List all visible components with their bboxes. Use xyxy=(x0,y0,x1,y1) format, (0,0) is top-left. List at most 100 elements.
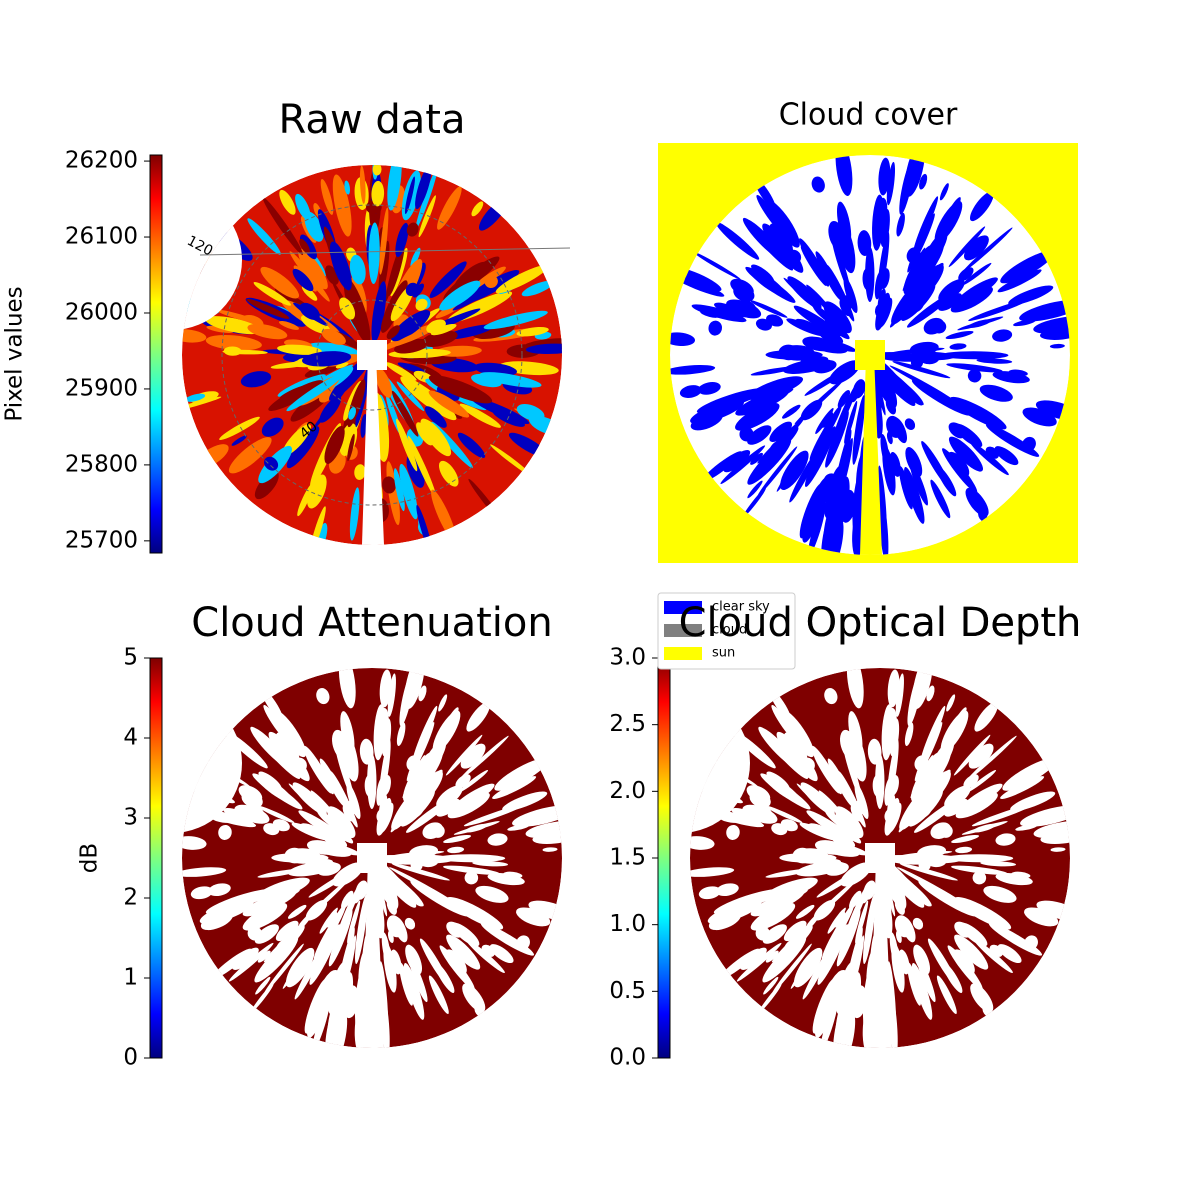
texture xyxy=(853,800,867,815)
texture xyxy=(780,709,815,758)
texture xyxy=(995,833,1016,846)
colorbar-tick-label: 4 xyxy=(123,725,138,751)
texture xyxy=(321,328,346,345)
texture xyxy=(275,920,299,942)
texture xyxy=(1022,407,1057,427)
panel-title: Cloud Attenuation xyxy=(191,600,552,646)
texture xyxy=(1050,847,1066,852)
texture xyxy=(328,823,354,844)
texture xyxy=(292,268,314,292)
texture xyxy=(1033,315,1070,334)
texture xyxy=(228,942,274,982)
texture xyxy=(776,454,803,492)
panel: Cloud cover xyxy=(658,98,1078,563)
texture xyxy=(839,464,847,490)
texture xyxy=(437,186,462,230)
texture xyxy=(222,349,268,355)
texture xyxy=(404,917,416,930)
texture xyxy=(241,790,263,808)
texture xyxy=(492,776,537,799)
texture xyxy=(444,949,467,975)
legend-label: clear sky xyxy=(712,600,770,615)
texture xyxy=(862,268,872,291)
texture xyxy=(354,464,366,480)
colorbar-tick-label: 5 xyxy=(123,645,138,671)
texture xyxy=(861,884,872,904)
texture xyxy=(328,909,353,967)
texture xyxy=(1035,400,1070,421)
texture xyxy=(268,380,324,411)
texture xyxy=(385,362,417,381)
colorbar-tick-label: 2 xyxy=(123,885,138,911)
texture xyxy=(272,709,307,758)
texture xyxy=(765,950,779,963)
texture xyxy=(388,243,405,297)
texture xyxy=(432,710,461,753)
texture xyxy=(443,834,472,844)
texture xyxy=(766,200,800,248)
texture xyxy=(457,432,486,459)
texture xyxy=(841,294,856,309)
texture xyxy=(325,994,344,1048)
texture xyxy=(783,277,832,321)
texture xyxy=(185,393,206,402)
texture xyxy=(840,729,858,760)
texture xyxy=(387,165,402,211)
texture xyxy=(721,227,757,258)
texture xyxy=(811,745,842,795)
texture xyxy=(410,859,423,872)
colorbar-tick-label: 3.0 xyxy=(609,645,646,671)
texture xyxy=(983,885,1017,903)
texture xyxy=(386,325,400,340)
texture xyxy=(919,173,928,190)
texture xyxy=(319,758,342,799)
texture xyxy=(398,811,412,825)
texture xyxy=(783,889,808,902)
texture xyxy=(833,911,846,928)
texture xyxy=(1024,907,1059,927)
texture xyxy=(905,447,923,477)
texture xyxy=(318,385,338,403)
texture xyxy=(690,867,735,877)
texture xyxy=(487,872,525,886)
texture xyxy=(502,791,548,811)
texture xyxy=(372,165,382,176)
texture xyxy=(918,859,931,872)
image xyxy=(182,165,562,545)
texture xyxy=(254,924,279,944)
texture xyxy=(985,424,1040,457)
texture xyxy=(815,251,838,292)
colorbar-tick-label: 26100 xyxy=(65,224,138,250)
texture xyxy=(863,894,876,965)
texture xyxy=(286,372,346,412)
texture xyxy=(954,934,989,970)
texture xyxy=(428,390,470,418)
texture xyxy=(382,476,396,494)
image xyxy=(182,668,562,1048)
texture xyxy=(447,792,490,819)
colorbar-tick-label: 26200 xyxy=(65,148,138,174)
texture xyxy=(884,797,900,836)
texture xyxy=(325,911,338,928)
texture xyxy=(913,196,939,253)
texture xyxy=(490,444,534,477)
texture xyxy=(345,800,359,815)
texture xyxy=(779,345,816,361)
texture xyxy=(379,961,389,1033)
texture xyxy=(939,351,1009,360)
texture xyxy=(898,306,911,320)
texture xyxy=(802,336,833,352)
texture xyxy=(205,335,262,351)
texture xyxy=(904,466,925,524)
texture xyxy=(670,332,696,347)
texture xyxy=(840,862,872,887)
texture xyxy=(949,343,967,350)
texture xyxy=(484,275,498,289)
texture xyxy=(261,417,284,437)
texture xyxy=(1002,758,1057,791)
colorbar-tick-label: 0.5 xyxy=(609,978,646,1004)
texture xyxy=(697,382,721,395)
texture xyxy=(438,460,459,487)
texture xyxy=(742,804,778,824)
panel: Cloud Optical Depth 0.0 0.5 1.0 1.5 2.0 2.5 3.0 xyxy=(609,600,1081,1071)
